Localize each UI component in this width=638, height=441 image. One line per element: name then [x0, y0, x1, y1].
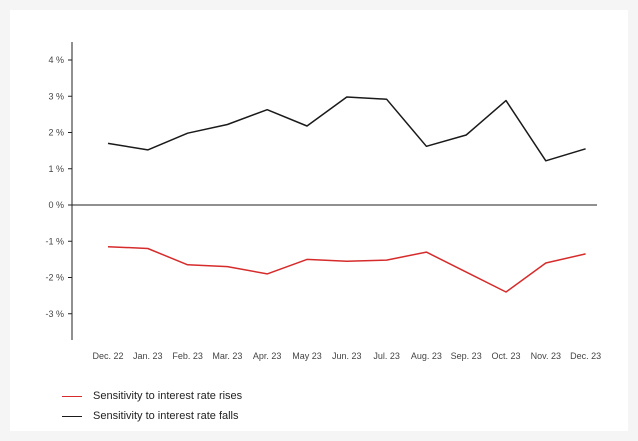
x-tick-label: Aug. 23	[411, 351, 442, 361]
axes	[71, 42, 597, 340]
y-tick-label: 1 %	[48, 164, 64, 174]
legend-label-rises: Sensitivity to interest rate rises	[93, 390, 243, 402]
legend-swatch-rises	[62, 395, 82, 397]
x-tick-label: Apr. 23	[253, 351, 282, 361]
legend: Sensitivity to interest rate rises Sensi…	[62, 386, 242, 426]
x-tick-label: Jan. 23	[133, 351, 163, 361]
y-tick-label: 0 %	[48, 200, 64, 210]
x-tick-label: Oct. 23	[491, 351, 520, 361]
y-tick-label: 3 %	[48, 91, 64, 101]
y-tick-label: -1 %	[45, 236, 64, 246]
x-tick-label: Jul. 23	[373, 351, 400, 361]
y-tick-label: 2 %	[48, 128, 64, 138]
x-tick-label: Sep. 23	[451, 351, 482, 361]
series-lines	[107, 96, 586, 293]
series-line-falls	[107, 96, 586, 162]
y-tick-label: -2 %	[45, 273, 64, 283]
y-tick-label: -3 %	[45, 309, 64, 319]
x-tick-label: Mar. 23	[212, 351, 242, 361]
x-tick-label: Dec. 23	[570, 351, 601, 361]
legend-item-falls: Sensitivity to interest rate falls	[62, 406, 242, 426]
legend-swatch-falls	[62, 415, 82, 417]
series-line-rises	[107, 245, 586, 293]
legend-label-falls: Sensitivity to interest rate falls	[93, 410, 239, 422]
chart-card: 4 % 3 % 2 % 1 % 0 % -1 % -2 % -3 % Dec. 22 Jan. …	[10, 10, 628, 431]
x-tick-label: Jun. 23	[332, 351, 362, 361]
x-tick-label: May 23	[292, 351, 322, 361]
y-tick-label: 4 %	[48, 55, 64, 65]
x-tick-label: Feb. 23	[172, 351, 203, 361]
x-tick-label: Nov. 23	[531, 351, 561, 361]
line-chart: 4 % 3 % 2 % 1 % 0 % -1 % -2 % -3 % Dec. 22 Jan. …	[45, 42, 601, 361]
y-ticks: 4 % 3 % 2 % 1 % 0 % -1 % -2 % -3 %	[45, 55, 72, 319]
legend-item-rises: Sensitivity to interest rate rises	[62, 386, 242, 406]
x-tick-label: Dec. 22	[92, 351, 123, 361]
x-ticks: Dec. 22 Jan. 23 Feb. 23 Mar. 23 Apr. 23 May 2…	[92, 351, 601, 361]
